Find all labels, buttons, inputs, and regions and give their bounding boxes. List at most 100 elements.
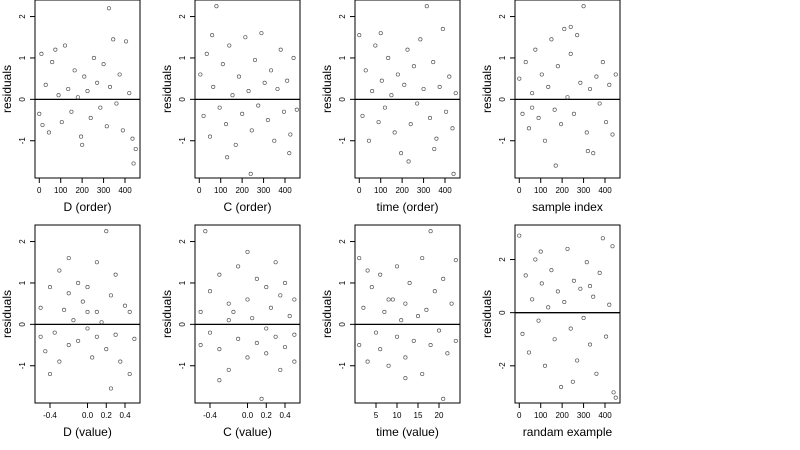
data-point — [451, 171, 456, 176]
data-point — [207, 134, 213, 139]
data-point — [571, 278, 576, 283]
data-point — [611, 390, 616, 395]
x-tick-label: 200 — [75, 186, 89, 195]
data-point — [424, 4, 429, 9]
data-point — [130, 136, 135, 141]
y-tick-label: 2 — [338, 239, 347, 244]
data-point — [287, 151, 292, 156]
y-tick-label: -1 — [18, 137, 27, 145]
data-point — [252, 57, 258, 63]
data-point — [399, 151, 404, 156]
data-point — [520, 331, 525, 336]
data-point — [76, 280, 81, 286]
data-point — [536, 318, 541, 323]
data-point — [217, 347, 222, 352]
data-point — [369, 285, 374, 290]
data-point — [530, 297, 535, 302]
x-tick-label: -0.4 — [203, 411, 217, 420]
data-point — [552, 337, 557, 342]
data-point — [250, 316, 255, 321]
data-point — [613, 395, 618, 400]
data-point — [600, 60, 605, 65]
data-point — [370, 89, 375, 94]
data-point — [549, 268, 554, 273]
data-point — [91, 55, 96, 61]
data-point — [432, 146, 437, 152]
data-point — [230, 93, 235, 98]
data-point — [453, 258, 458, 263]
plot-frame — [354, 224, 461, 404]
scatter-panel-8: 0 100 200 300 400 -2 0 2 randam example residuals — [480, 224, 621, 439]
data-point — [449, 301, 454, 306]
data-point — [533, 47, 538, 52]
x-tick-label: 400 — [598, 411, 612, 420]
data-point — [287, 314, 292, 319]
data-point — [80, 299, 85, 304]
data-point — [526, 350, 531, 355]
data-point — [249, 128, 254, 133]
data-point — [265, 117, 270, 123]
data-point — [432, 289, 437, 294]
data-point — [198, 72, 203, 77]
data-point — [373, 43, 378, 48]
x-axis-label: D (order) — [63, 200, 111, 214]
x-tick-label: 200 — [555, 411, 569, 420]
x-tick-label: 300 — [577, 186, 591, 195]
y-tick-label: 2 — [18, 14, 27, 19]
data-point — [530, 105, 535, 110]
scatter-panel-5: -0.4 0.0 0.2 0.4 -1 0 1 2 D (value) residuals — [0, 224, 141, 439]
data-point — [607, 302, 612, 307]
y-tick-label: -1 — [498, 137, 507, 145]
data-point — [76, 338, 81, 343]
data-point — [420, 256, 425, 261]
scatter-panel-2: 0 100 200 300 400 -1 0 1 2 C (order) residuals — [160, 0, 301, 214]
data-point — [578, 286, 583, 291]
data-point — [546, 305, 551, 310]
data-point — [553, 163, 558, 168]
data-point — [38, 334, 43, 339]
x-tick-label: -0.4 — [43, 411, 57, 420]
data-point — [264, 351, 269, 356]
y-axis-label: residuals — [480, 290, 494, 338]
y-tick-label: 0 — [498, 97, 507, 102]
data-point — [405, 47, 410, 52]
x-tick-label: 300 — [97, 186, 111, 195]
data-point — [407, 280, 412, 286]
data-point — [231, 309, 236, 314]
data-point — [389, 93, 394, 98]
data-point — [408, 122, 413, 127]
data-point — [542, 363, 548, 368]
data-point — [282, 280, 288, 286]
data-point — [366, 138, 371, 143]
y-tick-label: 1 — [338, 55, 347, 60]
data-point — [259, 396, 264, 401]
x-tick-label: 100 — [54, 186, 68, 195]
y-tick-label: -1 — [338, 362, 347, 370]
y-tick-label: 2 — [338, 14, 347, 19]
x-tick-label: 100 — [374, 186, 388, 195]
data-point — [394, 264, 400, 269]
x-tick-label: 300 — [417, 186, 431, 195]
x-tick-label: 200 — [235, 186, 249, 195]
data-point — [39, 51, 44, 56]
data-point — [245, 249, 250, 254]
data-point — [526, 126, 531, 131]
y-tick-label: 1 — [18, 55, 27, 60]
data-point — [434, 136, 439, 141]
data-point — [88, 115, 93, 121]
data-point — [523, 273, 528, 278]
x-tick-label: 15 — [414, 411, 423, 420]
y-tick-label: 1 — [18, 280, 27, 285]
data-point — [395, 72, 400, 77]
data-point — [104, 347, 109, 352]
data-point — [365, 359, 370, 364]
x-tick-label: 100 — [214, 186, 228, 195]
data-point — [94, 309, 99, 314]
y-axis-label: residuals — [320, 290, 334, 338]
data-point — [75, 95, 80, 100]
data-point — [62, 307, 67, 312]
data-point — [262, 80, 267, 85]
data-point — [217, 378, 222, 383]
data-point — [66, 291, 71, 296]
x-tick-label: 400 — [278, 186, 292, 195]
